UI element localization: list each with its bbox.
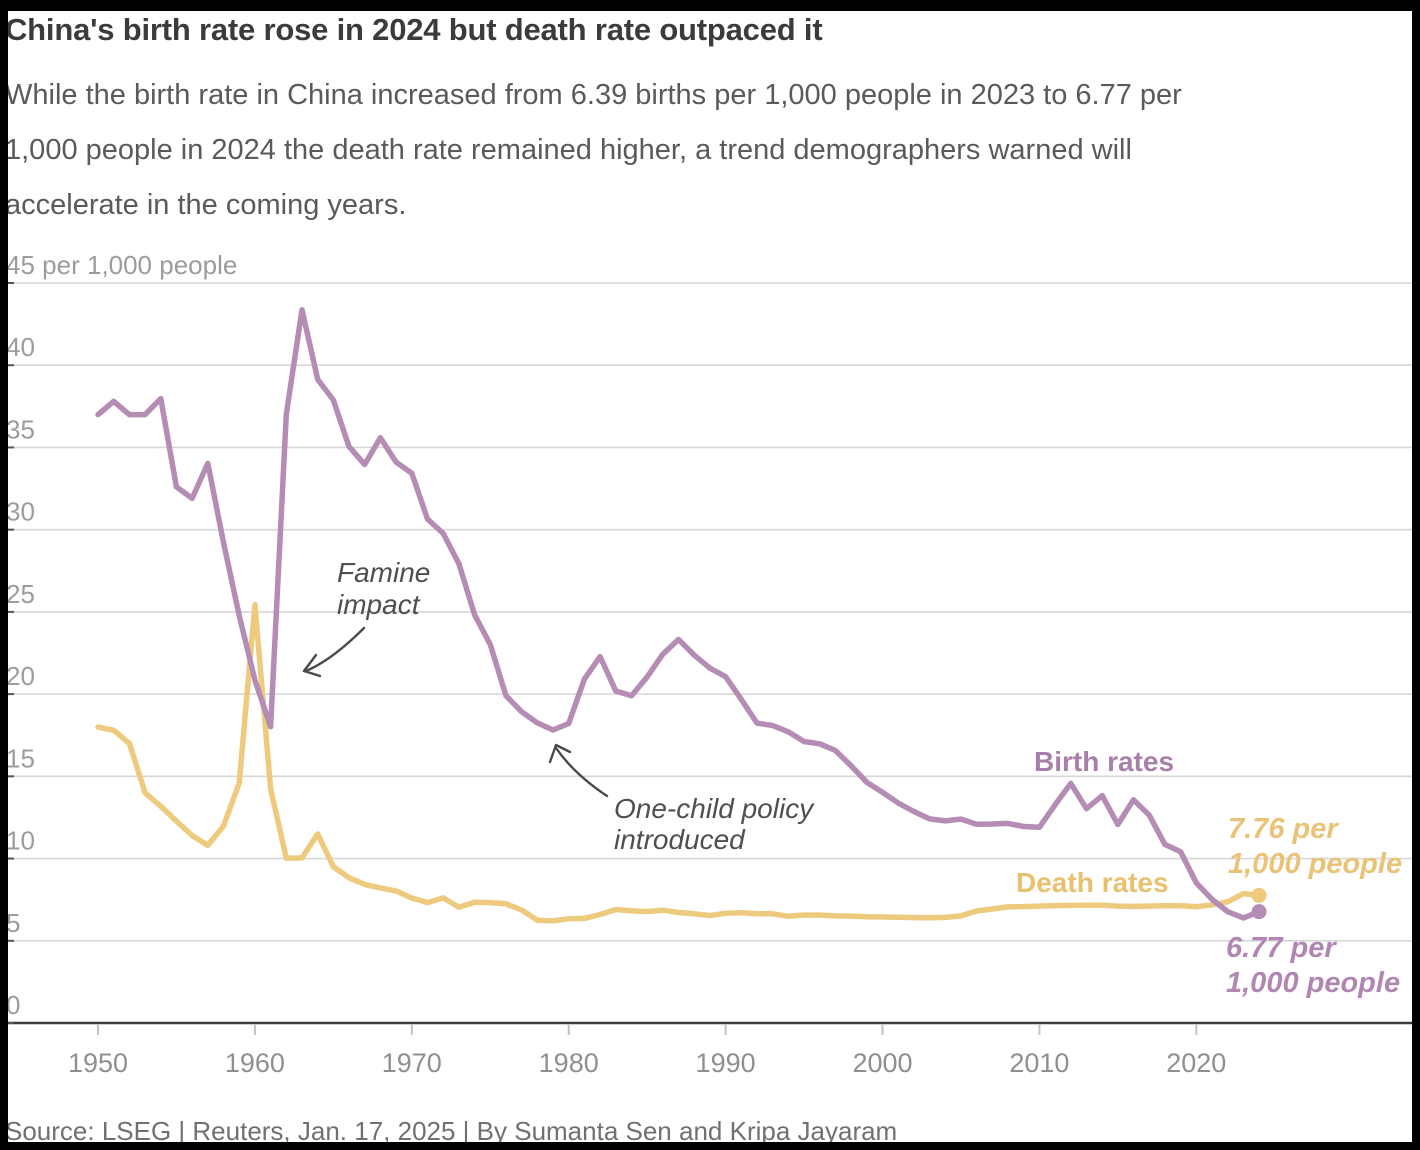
y-tick-label-20: 20	[6, 661, 35, 691]
one-child-annotation-line-1: One-child policy	[614, 793, 814, 824]
famine-annotation-line-1: Famine	[337, 557, 431, 588]
y-tick-label-10: 10	[6, 826, 35, 856]
y-tick-label-45: 45 per 1,000 people	[6, 250, 237, 280]
y-tick-label-15: 15	[6, 743, 35, 773]
x-tick-label-2000: 2000	[852, 1048, 912, 1078]
death-rate-end-dot	[1251, 887, 1267, 903]
page-subtitle: While the birth rate in China increased …	[5, 68, 1182, 233]
x-tick-label-1960: 1960	[225, 1048, 285, 1078]
famine-arrowhead	[302, 653, 322, 678]
subtitle-line-1: While the birth rate in China increased …	[5, 79, 1182, 111]
birth-end-line-1: 6.77 per	[1226, 932, 1336, 964]
birth-end-line-2: 1,000 people	[1226, 967, 1401, 999]
birth-rates-series-label: Birth rates	[1034, 746, 1175, 777]
subtitle-line-2: 1,000 people in 2024 the death rate rema…	[5, 134, 1132, 166]
death-rates-series-label: Death rates	[1016, 867, 1169, 898]
y-tick-label-25: 25	[6, 579, 35, 609]
x-tick-label-1980: 1980	[539, 1048, 599, 1078]
death-end-line-1: 7.76 per	[1228, 813, 1338, 845]
famine-arrow	[304, 626, 366, 673]
death-rate-end-value-label: 7.76 per 1,000 people	[1228, 812, 1402, 882]
one-child-arrow	[554, 746, 609, 798]
death-end-line-2: 1,000 people	[1228, 848, 1403, 880]
birth-rate-end-dot	[1251, 904, 1267, 920]
y-tick-label-35: 35	[6, 414, 35, 444]
page-title: China's birth rate rose in 2024 but deat…	[5, 12, 823, 47]
x-tick-label-1970: 1970	[382, 1048, 442, 1078]
one-child-arrowhead	[548, 743, 572, 764]
birth-rate-end-value-label: 6.77 per 1,000 people	[1226, 931, 1400, 1001]
y-tick-label-40: 40	[6, 332, 35, 362]
source-attribution: Source: LSEG | Reuters, Jan. 17, 2025 | …	[5, 1116, 898, 1146]
x-tick-label-2020: 2020	[1166, 1048, 1226, 1078]
y-tick-label-0: 0	[6, 990, 20, 1020]
y-tick-label-30: 30	[6, 497, 35, 527]
x-tick-label-1990: 1990	[696, 1048, 756, 1078]
one-child-annotation-line-2: introduced	[614, 824, 745, 855]
one-child-annotation: One-child policy introduced	[614, 793, 813, 855]
famine-annotation-line-2: impact	[337, 589, 420, 620]
y-tick-label-5: 5	[6, 908, 20, 938]
birth-rate-line	[95, 307, 1262, 921]
x-tick-label-1950: 1950	[68, 1048, 128, 1078]
x-tick-label-2010: 2010	[1009, 1048, 1069, 1078]
famine-annotation: Famine impact	[337, 557, 430, 621]
death-rate-line	[95, 602, 1262, 924]
subtitle-line-3: accelerate in the coming years.	[5, 189, 407, 221]
